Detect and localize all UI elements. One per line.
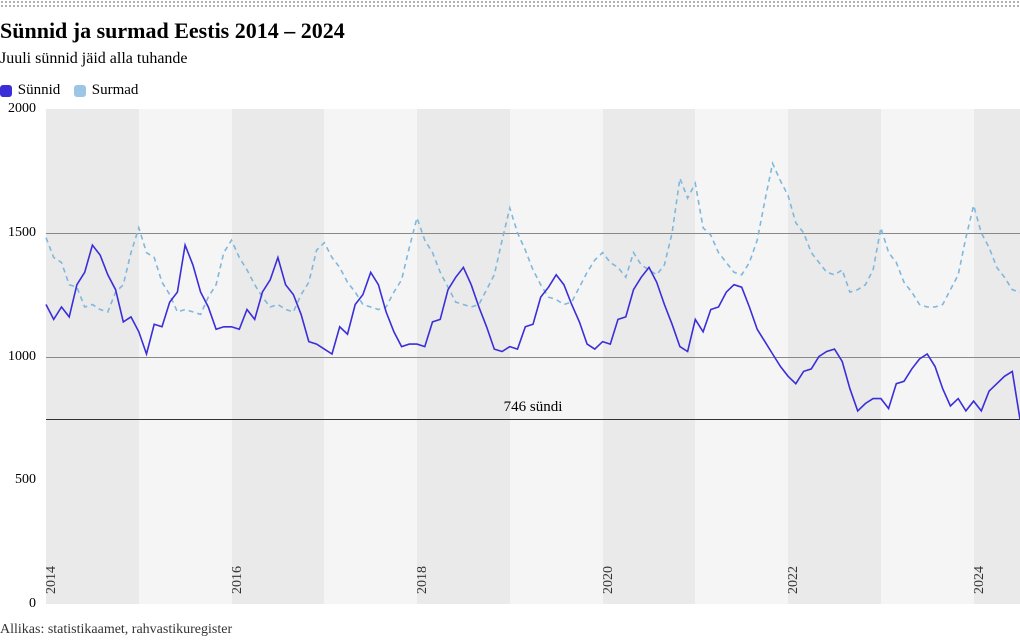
x-year-label: 2022 (786, 566, 802, 594)
decorative-header-pattern (0, 0, 1020, 8)
legend-label-deaths: Surmad (92, 82, 139, 98)
chart-subtitle: Juuli sünnid jäid alla tuhande (0, 50, 1020, 68)
x-year-label: 2020 (601, 566, 617, 594)
chart-title: Sünnid ja surmad Eestis 2014 – 2024 (0, 18, 1020, 44)
y-tick-label: 1500 (8, 225, 36, 241)
legend-item-births: Sünnid (0, 82, 60, 99)
y-tick-label: 1000 (8, 349, 36, 365)
legend-label-births: Sünnid (18, 82, 61, 98)
y-axis: 0500100015002000 (0, 109, 40, 604)
x-year-label: 2018 (415, 566, 431, 594)
x-year-label: 2016 (230, 566, 246, 594)
legend-swatch-deaths (74, 85, 86, 97)
y-tick-label: 0 (29, 596, 36, 612)
x-year-label: 2014 (44, 566, 60, 594)
chart-area: 0500100015002000 746 sündi 2014201620182… (0, 109, 1020, 604)
y-tick-label: 2000 (8, 101, 36, 117)
y-tick-label: 500 (15, 472, 36, 488)
line-series-svg (46, 109, 1020, 604)
series-births-line (46, 245, 1020, 419)
legend-swatch-births (0, 85, 12, 97)
legend: Sünnid Surmad (0, 82, 1020, 99)
plot-area: 746 sündi 201420162018202020222024 (46, 109, 1020, 604)
legend-item-deaths: Surmad (74, 82, 138, 99)
series-deaths-line (46, 163, 1020, 314)
x-year-label: 2024 (972, 566, 988, 594)
source-text: Allikas: statistikaamet, rahvastikuregis… (0, 622, 1020, 638)
